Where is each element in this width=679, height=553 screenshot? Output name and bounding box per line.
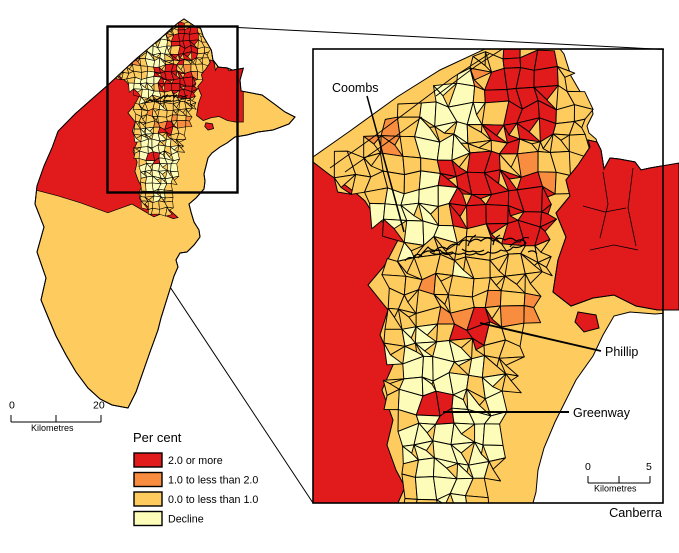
svg-text:Greenway: Greenway: [573, 406, 631, 420]
svg-text:0: 0: [585, 461, 591, 473]
svg-text:Phillip: Phillip: [605, 345, 638, 359]
svg-text:Decline: Decline: [168, 514, 204, 526]
svg-text:1.0 to less than 2.0: 1.0 to less than 2.0: [168, 475, 258, 487]
svg-text:Kilometres: Kilometres: [594, 484, 637, 494]
svg-text:5: 5: [646, 461, 652, 473]
svg-text:0: 0: [9, 400, 15, 412]
svg-text:Kilometres: Kilometres: [31, 423, 74, 433]
svg-text:0.0 to less than 1.0: 0.0 to less than 1.0: [168, 494, 258, 506]
svg-text:2.0 or more: 2.0 or more: [168, 455, 223, 467]
svg-text:Canberra: Canberra: [609, 506, 663, 520]
svg-text:Per cent: Per cent: [133, 430, 182, 445]
svg-text:20: 20: [93, 400, 105, 412]
svg-text:Coombs: Coombs: [332, 81, 379, 95]
